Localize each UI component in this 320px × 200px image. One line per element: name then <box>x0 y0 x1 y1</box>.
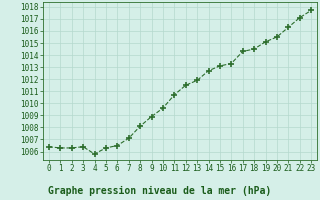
Text: Graphe pression niveau de la mer (hPa): Graphe pression niveau de la mer (hPa) <box>48 186 272 196</box>
